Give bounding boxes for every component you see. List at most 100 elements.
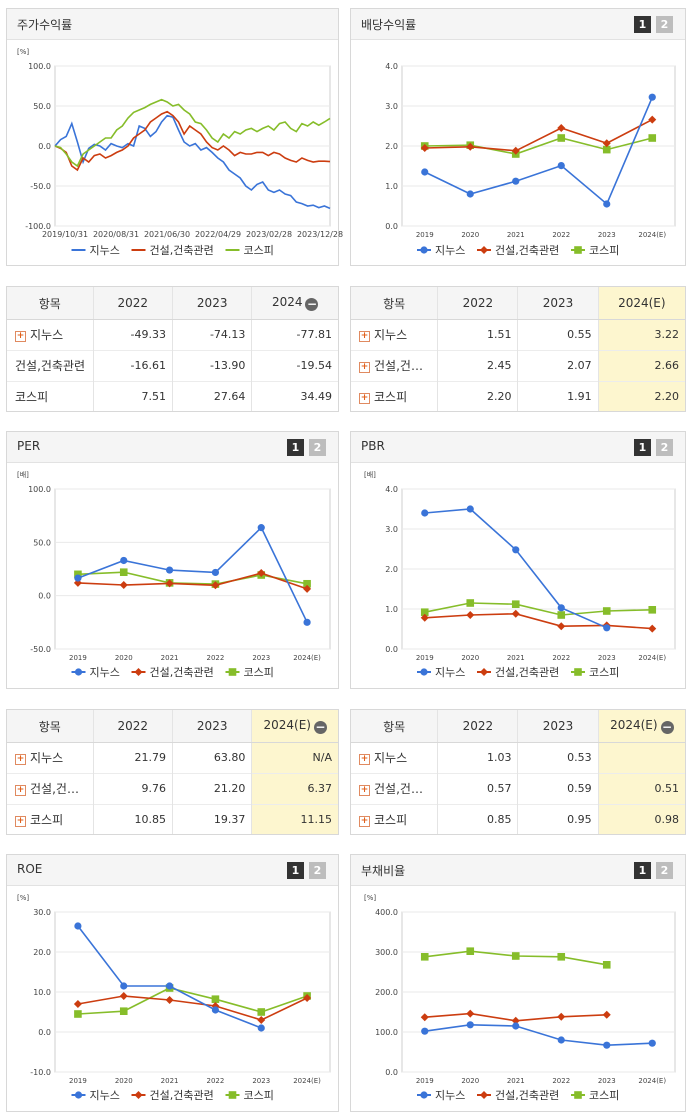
debt-legend-marker (574, 1091, 582, 1099)
roe-x-tick-label: 2022 (207, 1077, 225, 1085)
dividend-y-tick-label: 2.0 (385, 142, 398, 151)
stock-table-header: 2024− (251, 287, 338, 320)
pbr-table: 항목 2022 2023 2024(E) − + 지누스 1.03 0.53 + 건설,건축관련 0.… (350, 709, 686, 835)
stock-series-line-2 (54, 98, 331, 168)
stock-table: 항목 2022 2023 2024− + 지누스 -49.33 -74.13 -77.81 건설,… (6, 286, 339, 412)
pbr-data-point (420, 608, 429, 616)
debt-chart-header: 부채비율 1 2 (351, 855, 685, 886)
roe-data-point (257, 1008, 266, 1016)
roe-chart-header: ROE 1 2 (7, 855, 338, 886)
dividend-y-tick-label: 1.0 (385, 182, 398, 191)
per-data-point (303, 584, 312, 593)
dividend-legend-marker (574, 246, 582, 254)
pbr-x-tick-label: 2024(E) (638, 654, 666, 662)
debt-chart-panel: 부채비율 1 2 (350, 854, 686, 1112)
per-x-tick-label: 2023 (252, 654, 270, 662)
table-cell: 10.85 (92, 803, 173, 834)
dividend-table-header: 2024(E) (597, 287, 685, 320)
dividend-y-tick-label: 0.0 (385, 222, 398, 231)
roe-legend-marker (134, 1091, 143, 1099)
dividend-data-point (557, 162, 565, 170)
per-table-header: 항목 (7, 710, 94, 743)
dividend-data-point (466, 190, 474, 198)
dividend-legend-label: 건설,건축관련 (495, 244, 559, 257)
stock-x-tick-label: 2023/02/28 (246, 230, 292, 239)
expand-icon[interactable]: + (15, 754, 26, 766)
expand-icon[interactable]: + (359, 362, 370, 374)
table-cell: 34.49 (251, 380, 338, 411)
roe-legend-marker (228, 1091, 237, 1099)
table-cell: 0.95 (517, 803, 599, 834)
roe-legend-label: 코스피 (244, 1089, 274, 1102)
per-data-point (74, 570, 82, 579)
collapse-icon[interactable]: − (305, 297, 319, 311)
row-label: 코스피 (7, 380, 94, 411)
pbr-data-point (511, 600, 520, 608)
dividend-legend-label: 코스피 (589, 244, 619, 257)
roe-y-tick-label: 30.0 (33, 908, 51, 917)
table-row: + 건설,건축관련 2.45 2.07 2.66 (351, 349, 685, 381)
debt-data-point (602, 1010, 611, 1019)
debt-data-point (511, 952, 520, 960)
table-cell: 1.51 (437, 319, 518, 351)
roe-view-1-button[interactable]: 1 (287, 862, 304, 879)
expand-icon[interactable]: + (15, 331, 26, 343)
expand-icon[interactable]: + (359, 754, 370, 766)
dividend-view-1-button[interactable]: 1 (634, 16, 651, 33)
pbr-view-2-button[interactable]: 2 (656, 439, 673, 456)
expand-icon[interactable]: + (359, 331, 370, 343)
expand-icon[interactable]: + (359, 392, 370, 404)
debt-y-tick-label: 400.0 (375, 908, 398, 917)
table-cell: 0.51 (597, 772, 685, 804)
table-row: + 지누스 1.03 0.53 (351, 742, 685, 774)
stock-table-header: 2023 (171, 287, 252, 320)
roe-series-line-2 (77, 987, 308, 1015)
roe-legend-label: 건설,건축관련 (150, 1089, 214, 1102)
expand-icon[interactable]: + (359, 785, 370, 797)
table-cell: -16.61 (92, 349, 173, 381)
table-cell: 0.85 (437, 803, 518, 834)
debt-view-1-button[interactable]: 1 (634, 862, 651, 879)
pbr-data-point (466, 611, 475, 619)
table-cell: 1.03 (437, 742, 518, 774)
debt-view-2-button[interactable]: 2 (656, 862, 673, 879)
per-table-header: 2022 (92, 710, 173, 743)
debt-y-tick-label: 0.0 (385, 1068, 398, 1077)
table-cell: 27.64 (171, 380, 252, 411)
roe-x-tick-label: 2021 (161, 1077, 179, 1085)
row-label: +건설,건축관련 (351, 772, 438, 804)
table-cell: -74.13 (171, 319, 252, 351)
expand-icon[interactable]: + (15, 785, 26, 797)
dividend-table-header: 항목 (351, 287, 438, 320)
per-view-1-button[interactable]: 1 (287, 439, 304, 456)
expand-icon[interactable]: + (359, 815, 370, 827)
debt-legend-label: 건설,건축관련 (495, 1089, 559, 1102)
row-label: +건설,건축관련 (351, 349, 438, 381)
roe-data-point (165, 996, 174, 1004)
roe-legend-label: 지누스 (90, 1089, 120, 1102)
pbr-data-point (512, 546, 520, 554)
per-chart-title: PER (17, 439, 41, 453)
collapse-icon[interactable]: − (313, 720, 327, 734)
collapse-icon[interactable]: − (660, 720, 674, 734)
dividend-data-point (557, 134, 566, 142)
dividend-chart-panel: 배당수익률 1 2 (350, 8, 686, 266)
roe-data-point (211, 995, 220, 1003)
dividend-y-tick-label: 4.0 (385, 62, 398, 71)
pbr-data-point (557, 622, 566, 631)
debt-data-point (420, 1013, 429, 1022)
expand-icon[interactable]: + (15, 815, 26, 827)
pbr-data-point (602, 607, 611, 615)
dividend-series-line-1 (424, 118, 653, 152)
dividend-table: 항목 2022 2023 2024(E) + 지누스 1.51 0.55 3.22 + 건설,건축관… (350, 286, 686, 412)
row-label: + 지누스 (7, 319, 94, 351)
roe-view-2-button[interactable]: 2 (309, 862, 326, 879)
dividend-view-2-button[interactable]: 2 (656, 16, 673, 33)
per-y-tick-label: 0.0 (38, 592, 51, 601)
per-view-2-button[interactable]: 2 (309, 439, 326, 456)
pbr-view-1-button[interactable]: 1 (634, 439, 651, 456)
row-label: + 지누스 (7, 742, 94, 774)
